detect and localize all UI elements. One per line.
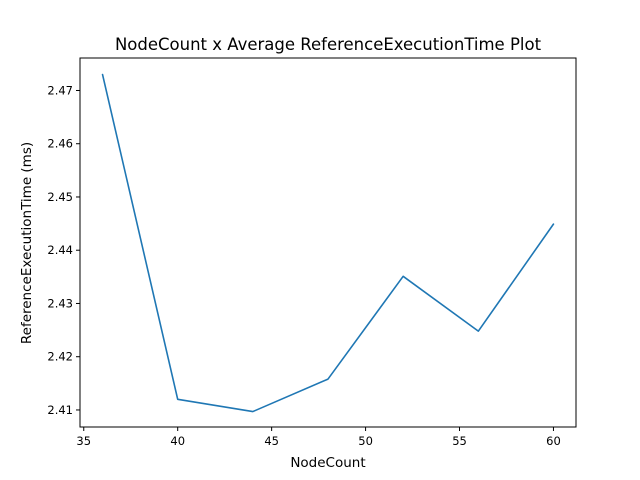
x-tick-label: 60 <box>546 434 561 448</box>
x-axis-label: NodeCount <box>290 455 365 471</box>
x-tick-label: 35 <box>76 434 91 448</box>
x-tick-label: 40 <box>170 434 185 448</box>
plot-area: 35 40 45 50 55 60 2.41 2.42 2.43 2.44 2.45 2.46 2.47 <box>47 57 577 448</box>
x-tick-label: 45 <box>264 434 279 448</box>
chart-title: NodeCount x Average ReferenceExecutionTi… <box>115 35 542 54</box>
y-tick-label: 2.41 <box>47 403 73 417</box>
y-tick-label: 2.44 <box>47 243 73 257</box>
y-tick-label: 2.47 <box>47 83 73 97</box>
axes-frame <box>79 57 577 428</box>
y-tick-label: 2.43 <box>47 296 73 310</box>
x-tick-label: 50 <box>358 434 373 448</box>
y-tick-label: 2.46 <box>47 137 73 151</box>
y-tick-label: 2.45 <box>47 190 73 204</box>
y-tick-label: 2.42 <box>47 350 73 364</box>
x-tick-label: 55 <box>452 434 467 448</box>
y-axis-label: ReferenceExecutionTime (ms) <box>19 142 35 344</box>
